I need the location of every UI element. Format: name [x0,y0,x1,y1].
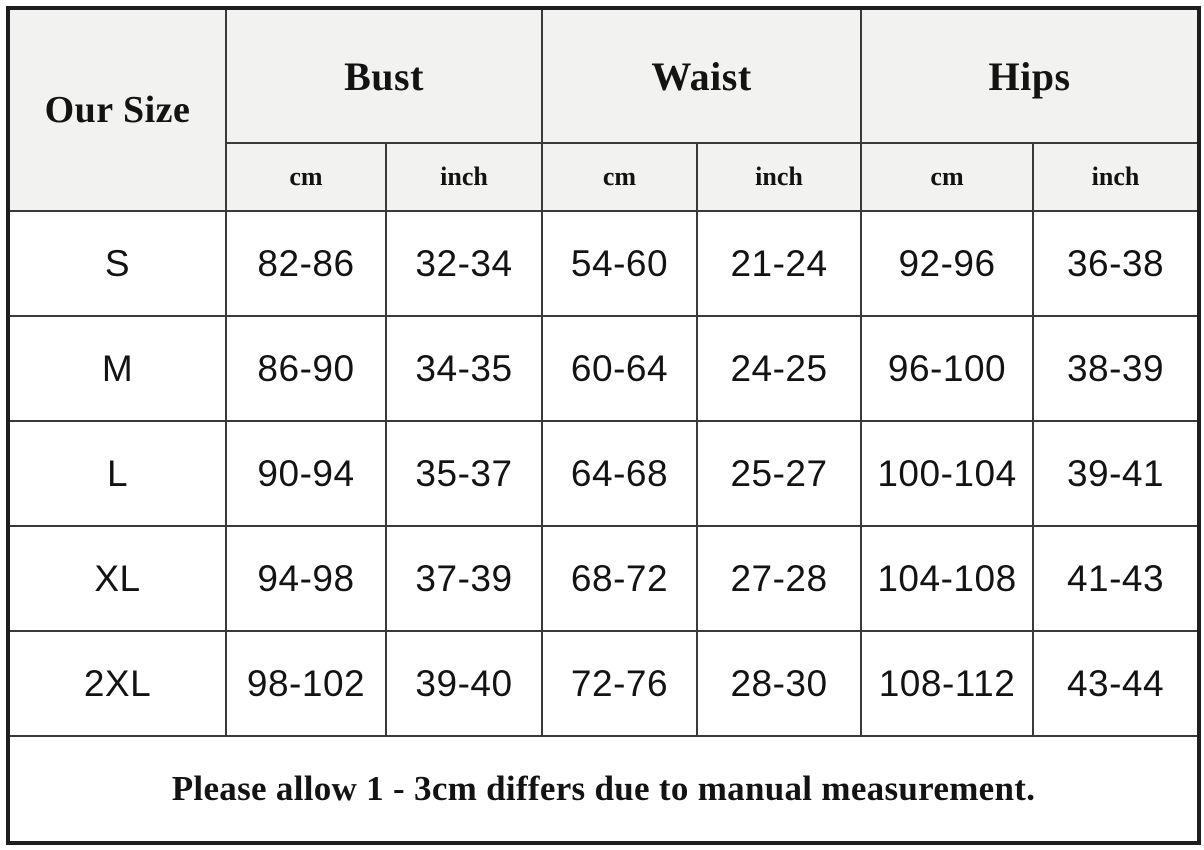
size-label: M [7,315,227,422]
table-row-l: L 90-94 35-37 64-68 25-27 100-104 39-41 [7,420,1201,527]
unit-header-hips-inch: inch [1032,142,1201,212]
measurement-cell: 86-90 [225,315,387,422]
measurement-cell: 54-60 [541,210,698,317]
measurement-cell: 39-41 [1032,420,1201,527]
measurement-cell: 72-76 [541,630,698,737]
unit-header-waist-inch: inch [695,142,863,212]
measurement-cell: 96-100 [860,315,1035,422]
measurement-cell: 108-112 [860,630,1035,737]
measurement-cell: 38-39 [1032,315,1201,422]
size-chart-table: Our Size Bust Waist Hips cm inch cm inch… [6,6,1202,845]
measurement-cell: 36-38 [1032,210,1201,317]
measurement-cell: 94-98 [225,525,387,632]
measurement-cell: 37-39 [385,525,543,632]
measurement-cell: 25-27 [695,420,863,527]
unit-header-bust-inch: inch [385,142,543,212]
measurement-cell: 100-104 [860,420,1035,527]
measurement-cell: 90-94 [225,420,387,527]
footer-note-row: Please allow 1 - 3cm differs due to manu… [6,735,1201,844]
measurement-cell: 27-28 [695,525,863,632]
measurement-cell: 24-25 [695,315,863,422]
group-header-row: Our Size Bust Waist Hips [7,7,1201,212]
measurement-cell: 82-86 [225,210,387,317]
measurement-cell: 68-72 [541,525,698,632]
size-label: S [7,210,227,317]
measurement-cell: 21-24 [695,210,863,317]
corner-header-our-size: Our Size [7,7,227,212]
table-row-xl: XL 94-98 37-39 68-72 27-28 104-108 41-43 [7,525,1201,632]
measurement-cell: 60-64 [541,315,698,422]
unit-header-waist-cm: cm [541,142,698,212]
measurement-cell: 39-40 [385,630,543,737]
table-row-s: S 82-86 32-34 54-60 21-24 92-96 36-38 [7,210,1201,317]
unit-header-row: cm inch cm inch cm inch [8,142,1201,212]
unit-header-hips-cm: cm [860,142,1035,212]
measurement-cell: 41-43 [1032,525,1201,632]
measurement-cell: 34-35 [385,315,543,422]
size-label: 2XL [7,630,227,737]
table-row-m: M 86-90 34-35 60-64 24-25 96-100 38-39 [7,315,1201,422]
group-header-waist: Waist [540,7,863,144]
measurement-cell: 43-44 [1032,630,1201,737]
measurement-cell: 28-30 [695,630,863,737]
measurement-cell: 92-96 [860,210,1035,317]
measurement-cell: 64-68 [541,420,698,527]
group-header-bust: Bust [225,7,543,144]
table-row-2xl: 2XL 98-102 39-40 72-76 28-30 108-112 43-… [7,630,1201,737]
measurement-cell: 35-37 [385,420,543,527]
measurement-cell: 98-102 [225,630,387,737]
size-label: L [7,420,227,527]
group-header-hips: Hips [860,7,1201,144]
unit-header-bust-cm: cm [225,142,387,212]
footer-note: Please allow 1 - 3cm differs due to manu… [6,735,1201,844]
size-label: XL [7,525,227,632]
measurement-cell: 104-108 [860,525,1035,632]
measurement-cell: 32-34 [385,210,543,317]
